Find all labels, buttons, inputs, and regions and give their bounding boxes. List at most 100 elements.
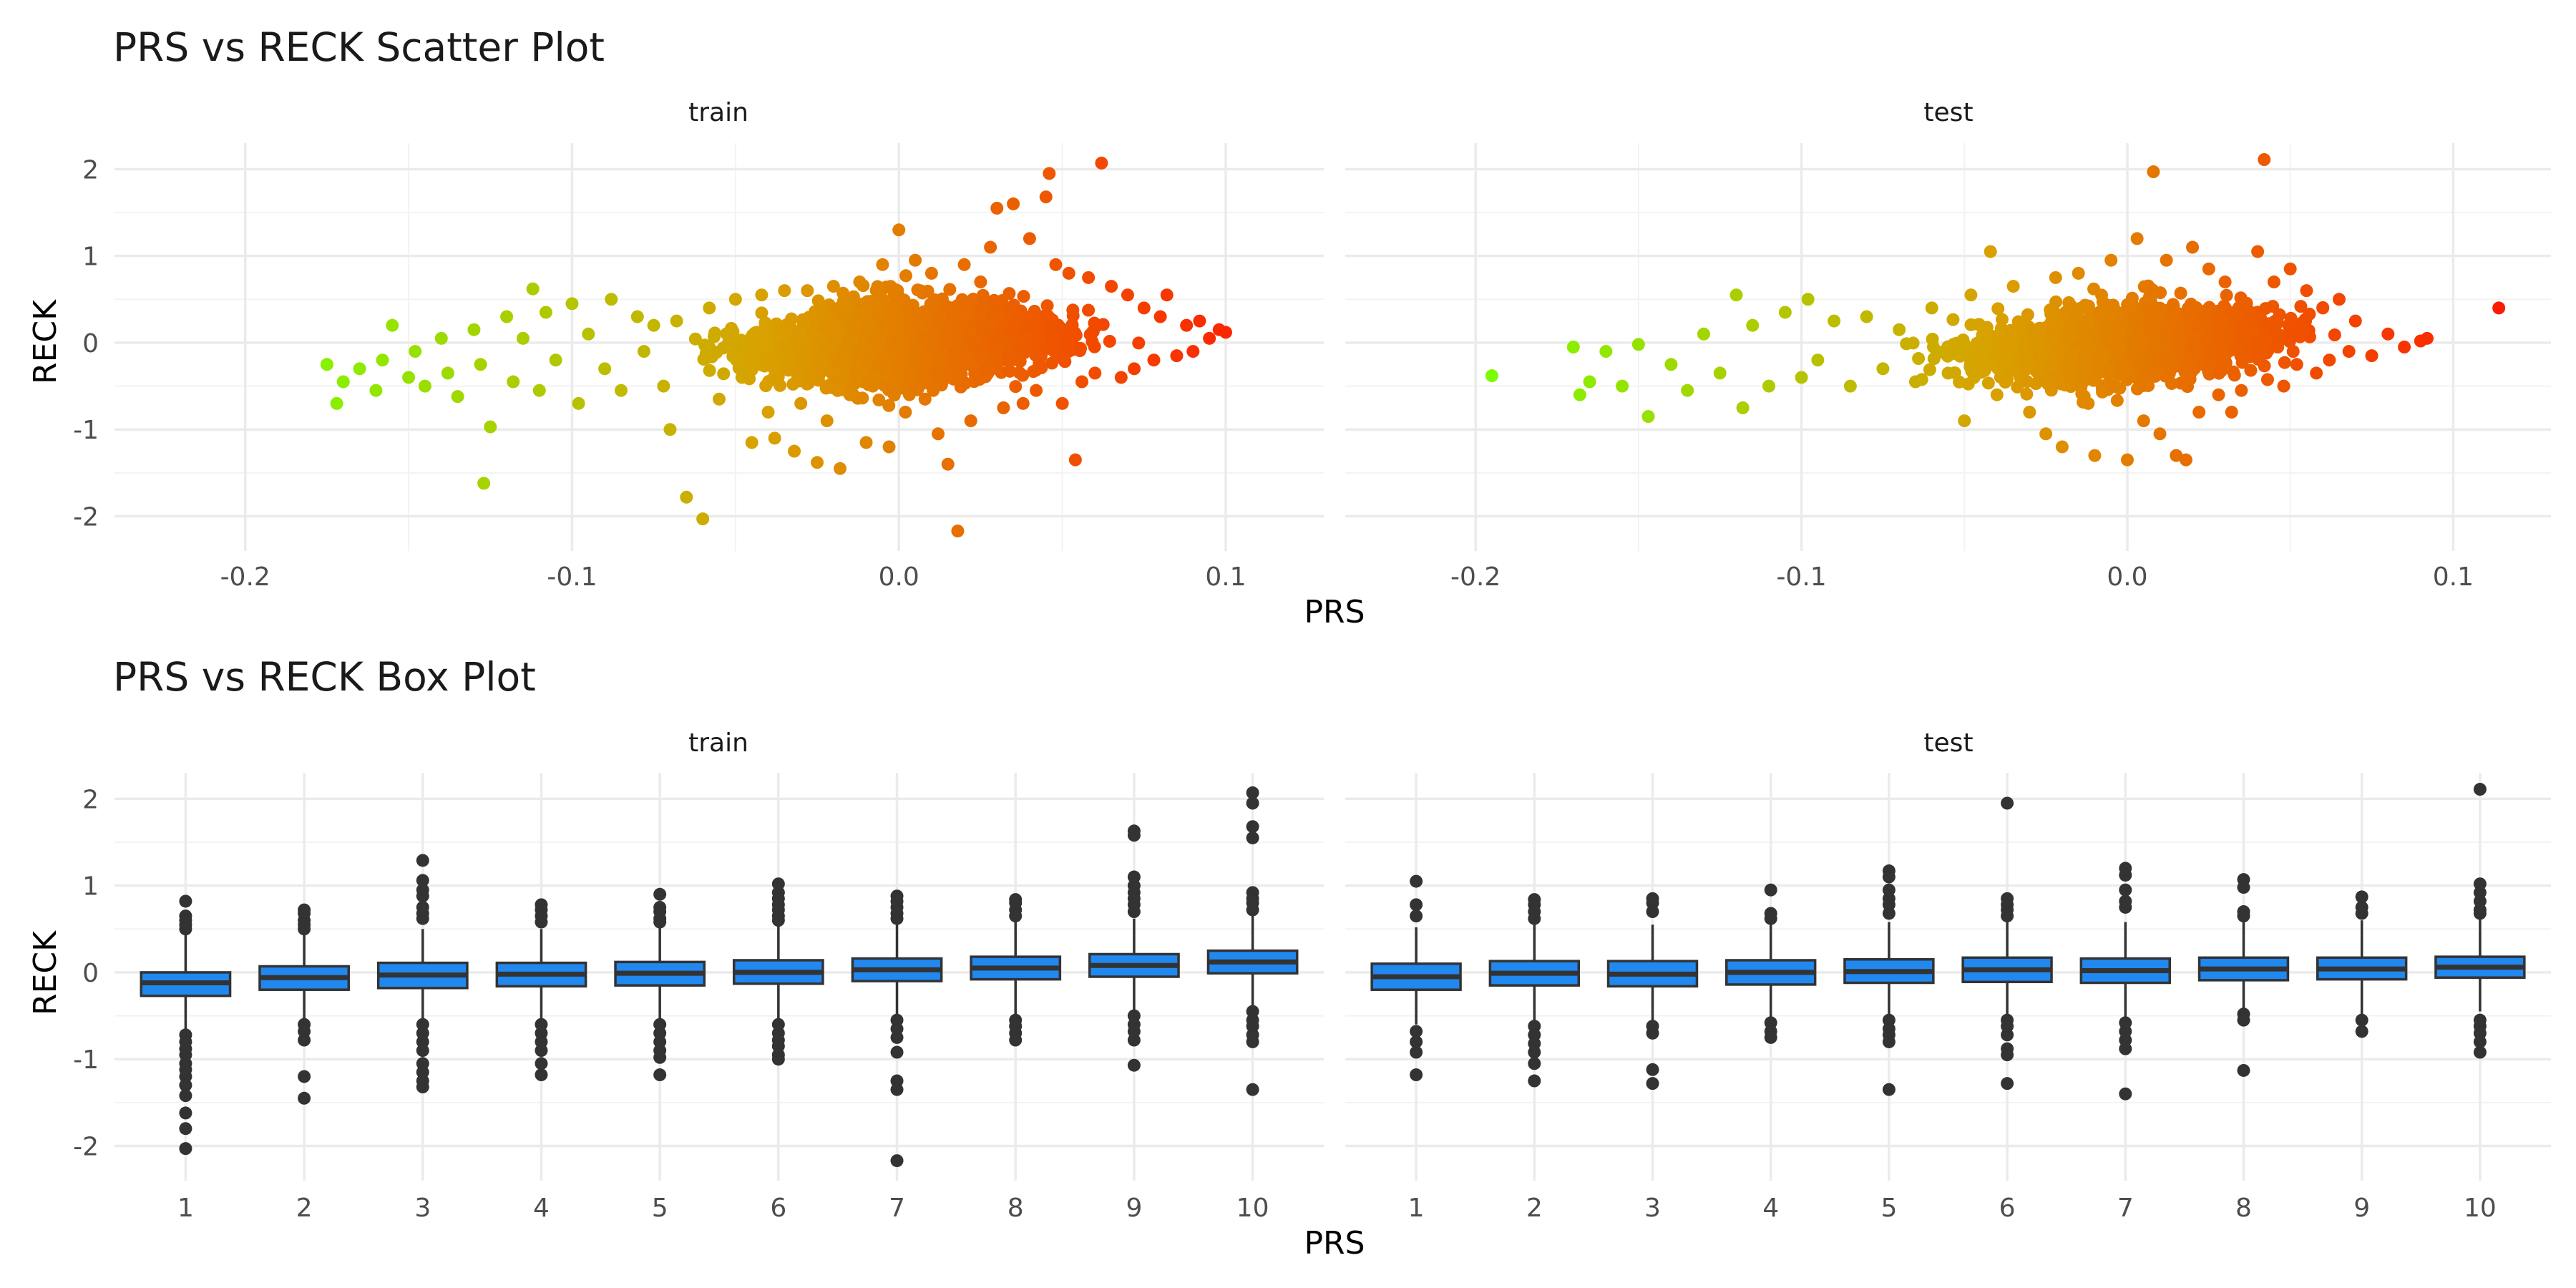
scatter-point — [841, 333, 854, 346]
scatter-point — [899, 405, 912, 419]
box-outlier — [1882, 1083, 1896, 1096]
scatter-point — [657, 379, 670, 393]
scatter-point — [892, 333, 906, 347]
box-outlier — [2473, 1045, 2487, 1059]
y-tick-label: 1 — [82, 243, 99, 272]
scatter-point — [917, 375, 930, 389]
scatter-point — [964, 414, 977, 428]
scatter-point — [2342, 345, 2356, 358]
scatter-point — [2230, 341, 2243, 354]
x-tick-label: 3 — [1644, 1194, 1661, 1223]
scatter-point — [647, 318, 660, 332]
scatter-point — [830, 321, 844, 335]
x-tick-label: 10 — [2464, 1194, 2497, 1223]
scatter-point — [1016, 396, 1030, 410]
box-outlier — [2001, 1028, 2014, 1042]
scatter-point — [2266, 300, 2280, 313]
scatter-point — [688, 332, 702, 346]
y-tick-label: 1 — [82, 872, 99, 902]
scatter-point — [1801, 293, 1815, 306]
box-outlier — [179, 1078, 192, 1092]
scatter-point — [1032, 343, 1045, 356]
box-outlier — [298, 1091, 311, 1105]
box-outlier — [653, 1050, 667, 1064]
scatter-point — [2016, 341, 2030, 354]
scatter-point — [1095, 156, 1108, 170]
y-tick-label: -1 — [73, 1045, 99, 1075]
scatter-point — [1991, 302, 2005, 316]
scatter-point — [964, 321, 977, 335]
scatter-point — [1778, 306, 1792, 319]
scatter-point — [320, 358, 333, 371]
scatter-point — [761, 405, 775, 419]
scatter-point — [1681, 384, 1694, 397]
scatter-point — [2268, 323, 2282, 336]
scatter-point — [1003, 364, 1017, 378]
scatter-point — [2045, 326, 2059, 339]
scatter-point — [2179, 366, 2192, 380]
scatter-point — [1583, 375, 1596, 389]
scatter-point — [516, 331, 530, 345]
scatter-point — [2316, 301, 2330, 315]
box-outlier — [653, 887, 667, 901]
scatter-point — [1114, 371, 1128, 384]
box-outlier — [771, 1053, 785, 1066]
scatter-point — [2092, 306, 2106, 319]
scatter-point — [2147, 304, 2160, 318]
scatter-point — [1981, 376, 1995, 390]
scatter-strip-test: test — [1923, 98, 1973, 127]
scatter-point — [866, 379, 879, 393]
box-outlier — [416, 1044, 429, 1058]
scatter-point — [778, 284, 791, 298]
box-outlier — [2119, 1087, 2132, 1101]
scatter-point — [721, 340, 735, 353]
box-outlier — [179, 1106, 192, 1120]
scatter-point — [484, 420, 497, 434]
box-outlier — [2473, 907, 2487, 920]
box-outlier — [1882, 1035, 1896, 1048]
scatter-point — [1075, 375, 1088, 389]
scatter-point — [757, 334, 771, 348]
scatter-point — [1007, 197, 1020, 210]
box-strip-test: test — [1923, 728, 1973, 758]
scatter-point — [728, 293, 742, 306]
scatter-point — [759, 379, 773, 393]
scatter-point — [887, 389, 901, 402]
scatter-point — [1085, 335, 1099, 348]
box-outlier — [535, 1057, 548, 1070]
scatter-point — [1566, 341, 1580, 353]
box-outlier — [2237, 881, 2250, 894]
scatter-point — [2251, 245, 2265, 258]
scatter-point — [2188, 330, 2202, 343]
scatter-point — [1988, 330, 2001, 343]
scatter-point — [2190, 343, 2203, 356]
box-outlier — [416, 912, 429, 925]
scatter-point — [2398, 341, 2411, 353]
scatter-point — [1941, 366, 1955, 380]
scatter-point — [2179, 453, 2192, 467]
scatter-point — [2101, 364, 2114, 377]
box-outlier — [179, 894, 192, 908]
scatter-point — [2020, 387, 2034, 401]
box-outlier — [1646, 1026, 1659, 1040]
box-outlier — [653, 915, 667, 929]
scatter-title: PRS vs RECK Scatter Plot — [113, 24, 605, 70]
box-y-axis-label: RECK — [27, 930, 64, 1015]
scatter-point — [2088, 449, 2102, 462]
box-outlier — [2001, 909, 2014, 923]
scatter-point — [441, 366, 454, 380]
scatter-point — [1147, 353, 1161, 367]
scatter-point — [2260, 373, 2274, 386]
scatter-point — [2160, 369, 2173, 383]
scatter-point — [386, 318, 399, 332]
scatter-point — [1485, 369, 1498, 383]
x-tick-label: 0.1 — [2433, 562, 2474, 592]
scatter-point — [785, 312, 799, 326]
scatter-point — [734, 343, 748, 357]
scatter-point — [2020, 375, 2034, 389]
x-tick-label: 9 — [1126, 1194, 1142, 1223]
box-outlier — [1246, 796, 1259, 810]
scatter-point — [1946, 313, 1960, 326]
scatter-point — [837, 347, 851, 361]
scatter-point — [2258, 153, 2271, 167]
